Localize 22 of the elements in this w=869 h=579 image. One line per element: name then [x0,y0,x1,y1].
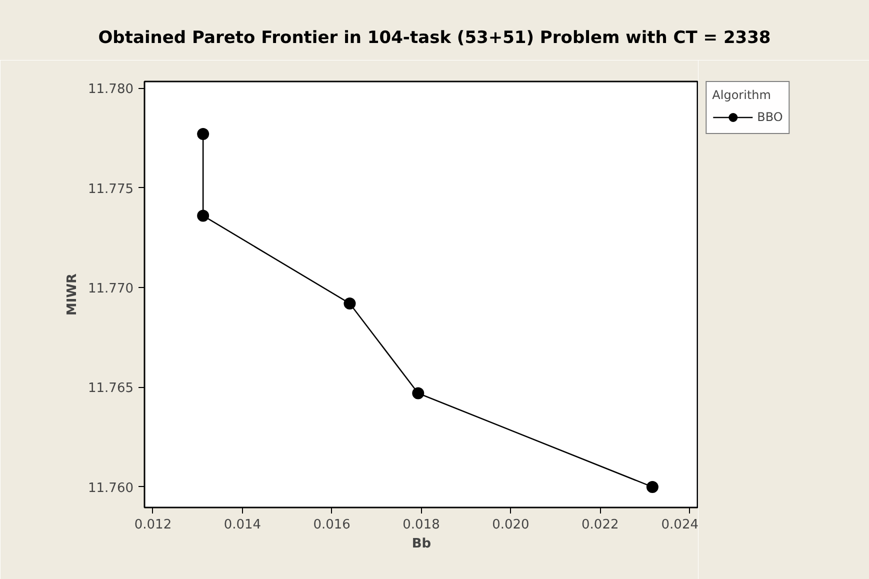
y-tick-label: 11.760 [88,480,134,496]
x-tick-label: 0.014 [224,518,262,532]
x-tick-label: 0.024 [661,518,698,532]
legend-label: BBO [757,110,783,124]
chart-title: Obtained Pareto Frontier in 104-task (53+51) Problem with CT = 2338 [98,27,771,50]
legend-title: Algorithm [712,88,772,102]
y-tick-label: 11.770 [88,282,134,297]
y-tick-label: 11.765 [88,381,134,396]
x-tick-label: 0.016 [313,518,350,532]
x-tick-label: 0.022 [582,518,619,532]
point [197,128,210,140]
point [412,387,424,400]
x-axis-title: Bb [412,536,432,552]
y-tick-label: 11.780 [88,82,134,98]
y-tick-label: 11.775 [88,182,134,197]
x-tick-label: 0.018 [402,518,440,532]
point [344,297,356,310]
x-tick-label: 0.012 [134,518,172,532]
x-tick-label: 0.020 [492,518,530,532]
point [197,210,210,222]
y-axis-title: MIWR [65,273,80,316]
point [646,480,658,493]
